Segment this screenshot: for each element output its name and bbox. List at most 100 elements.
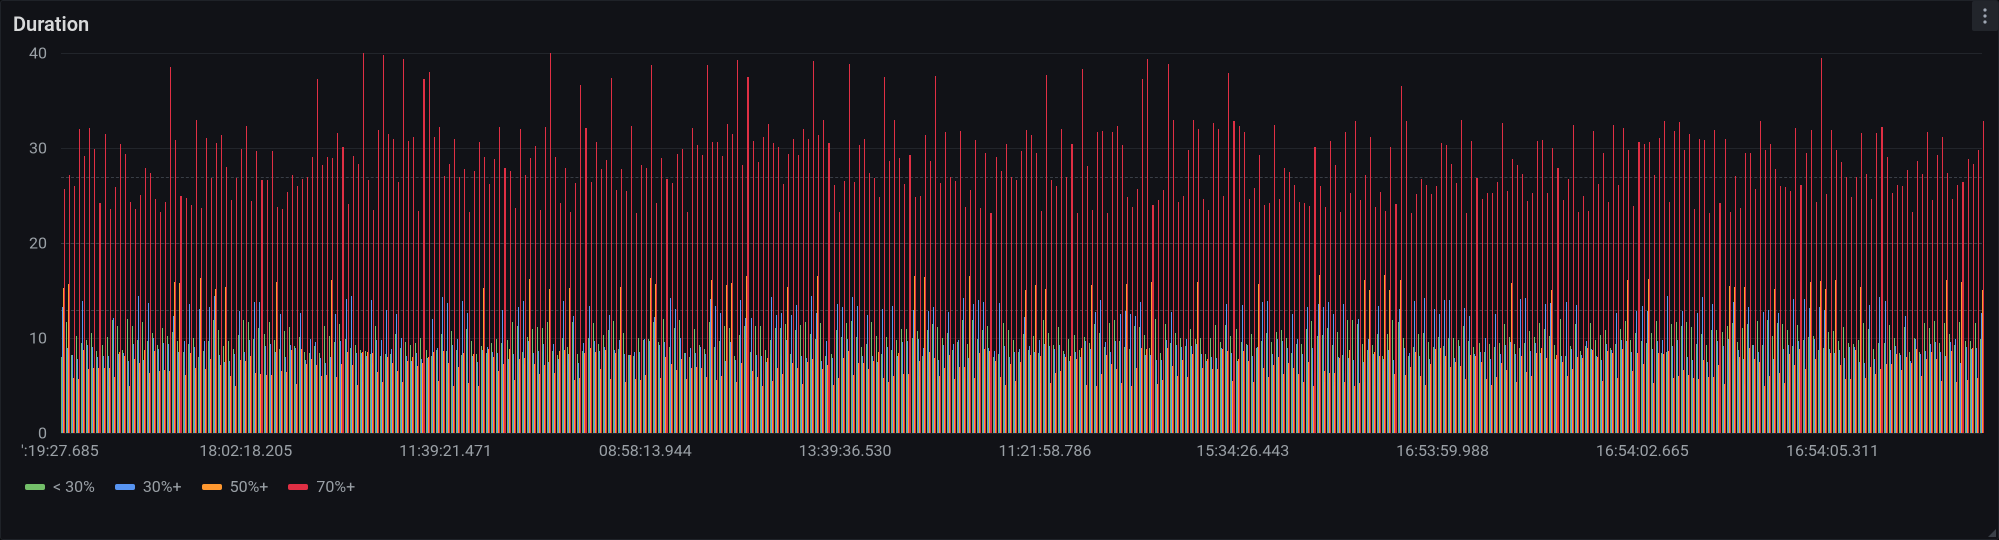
bar-group [795,53,799,433]
bar-gte70 [702,155,703,433]
resize-handle[interactable] [1988,529,1996,537]
bar-gte70 [1968,159,1969,433]
bar-group [157,53,161,433]
bar-group [1615,53,1619,433]
bar-gte70 [1861,133,1862,433]
bar-group [1610,53,1614,433]
bar-gte70 [1654,175,1655,433]
bar-group [1894,53,1898,433]
bar-group [1585,53,1589,433]
bar-group [572,53,576,433]
bar-group [324,53,328,433]
bar-group [1899,53,1903,433]
bar-gte70 [621,169,622,433]
gridline [61,433,1982,434]
bar-group [1099,53,1103,433]
bar-gte70 [130,202,131,433]
legend-item-lt30[interactable]: < 30% [25,477,95,496]
bar-gte70 [312,157,313,433]
bar-group [132,53,136,433]
bar-gte70 [110,209,111,433]
bar-group [1706,53,1710,433]
bar-group [1048,53,1052,433]
bar-gte70 [580,85,581,433]
bar-gte70 [550,53,551,433]
bar-gte70 [808,139,809,433]
bar-gte70 [1097,132,1098,433]
bar-group [1727,53,1731,433]
panel-menu-button[interactable] [1972,1,1998,31]
bar-gte70 [1360,200,1361,433]
bar-gte70 [69,175,70,433]
bar-group [1980,53,1984,433]
bar-group [628,53,632,433]
bar-group [390,53,394,433]
bar-group [1848,53,1852,433]
bar-gte70 [935,76,936,433]
bar-gte70 [1806,153,1807,433]
bar-group [1079,53,1083,433]
bar-group [1757,53,1761,433]
bar-gte70 [666,179,667,433]
bar-group [972,53,976,433]
bar-gte70 [1664,121,1665,433]
legend-item-gte70[interactable]: 70%+ [288,477,355,496]
bar-group [1711,53,1715,433]
bar-group [1853,53,1857,433]
bar-gte70 [165,202,166,433]
bar-group [547,53,551,433]
bar-gte70 [1507,191,1508,433]
bar-group [451,53,455,433]
bar-group [1241,53,1245,433]
bar-gte70 [191,205,192,433]
bar-group [279,53,283,433]
bar-gte70 [1233,121,1234,433]
bar-group [299,53,303,433]
bar-group [334,53,338,433]
bar-group [1230,53,1234,433]
bar-gte70 [1031,135,1032,433]
bar-gte70 [1158,200,1159,433]
bar-group [1033,53,1037,433]
bar-group [1752,53,1756,433]
bar-group [1342,53,1346,433]
bar-gte70 [651,65,652,433]
bar-gte70 [712,142,713,433]
bar-gte70 [1780,186,1781,433]
bar-group [998,53,1002,433]
bar-group [1311,53,1315,433]
bar-gte70 [606,160,607,433]
bar-group [987,53,991,433]
legend-item-gte30[interactable]: 30%+ [115,477,182,496]
bar-gte70 [1760,121,1761,433]
bar-gte70 [1239,126,1240,433]
bar-group [1387,53,1391,433]
bar-gte70 [1147,59,1148,433]
bar-gte70 [1471,141,1472,433]
bar-group [957,53,961,433]
bar-gte70 [722,156,723,433]
bar-gte70 [1542,140,1543,433]
bar-gte70 [915,197,916,433]
bar-gte70 [783,184,784,433]
bar-gte70 [661,158,662,433]
bar-group [284,53,288,433]
bar-group [102,53,106,433]
bar-gte70 [707,65,708,433]
bar-group [71,53,75,433]
bar-group [461,53,465,433]
bar-gte70 [1304,203,1305,433]
bar-gte70 [1502,123,1503,433]
bar-gte70 [1163,190,1164,433]
bar-gte70 [1811,130,1812,433]
bar-gte70 [1608,202,1609,433]
bar-group [552,53,556,433]
bar-group [1635,53,1639,433]
bar-gte70 [1284,168,1285,433]
bar-gte70 [1021,151,1022,433]
bar-gte70 [1117,126,1118,433]
bar-group [1929,53,1933,433]
bar-group [258,53,262,433]
legend-item-gte50[interactable]: 50%+ [202,477,269,496]
y-tick: 20 [29,234,47,253]
